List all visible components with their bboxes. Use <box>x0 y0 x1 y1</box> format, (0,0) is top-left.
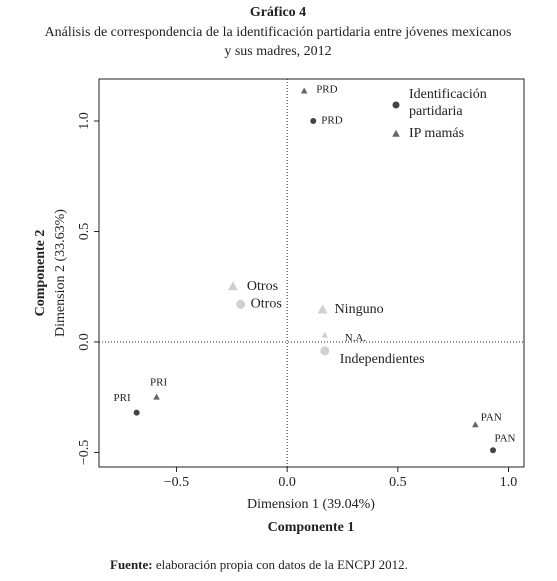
point-label: PAN <box>481 411 502 423</box>
x-tick-label: 0.5 <box>389 475 407 490</box>
point <box>321 331 329 338</box>
x-axis-title: Componente 1 <box>268 520 355 535</box>
source-label: Fuente: <box>110 557 153 572</box>
point-label: N.A. <box>345 332 367 344</box>
point <box>300 87 308 94</box>
chart-subtitle: y sus madres, 2012 <box>224 44 331 59</box>
point-label: PAN <box>495 433 516 445</box>
x-axis-label: Dimension 1 (39.04%) <box>247 497 375 512</box>
y-tick-label: 0.5 <box>77 223 92 241</box>
point <box>490 447 497 454</box>
point-label: PRI <box>114 392 131 404</box>
point <box>153 393 160 400</box>
point <box>236 299 246 309</box>
point <box>133 409 140 416</box>
point-label: PRI <box>150 377 167 389</box>
point-label: PRD <box>316 84 337 96</box>
source: Fuente: elaboración propia con datos de … <box>110 557 408 572</box>
point-label: Ninguno <box>335 302 384 317</box>
x-tick-label: −0.5 <box>164 475 189 490</box>
y-tick-label: −0.5 <box>77 440 92 465</box>
chart-title: Gráfico 4 <box>250 5 306 20</box>
point-label: PRD <box>321 115 342 127</box>
y-axis-label: Dimension 2 (33.63%) <box>53 209 68 337</box>
point <box>310 117 317 124</box>
legend-entry: IP mamás <box>409 126 464 141</box>
point <box>472 421 479 428</box>
source-text: elaboración propia con datos de la ENCPJ… <box>156 557 408 572</box>
x-tick-label: 0.0 <box>278 475 296 490</box>
plot-frame <box>98 78 525 468</box>
y-tick-label: 0.0 <box>77 333 92 351</box>
point <box>320 346 330 356</box>
chart-subtitle: Análisis de correspondencia de la identi… <box>45 25 512 40</box>
legend-marker <box>392 129 400 137</box>
point-label: Independientes <box>340 352 425 367</box>
point <box>227 281 238 291</box>
y-axis-title: Componente 2 <box>33 230 48 317</box>
x-tick-label: 1.0 <box>500 475 518 490</box>
legend-marker <box>392 101 400 109</box>
y-tick-label: 1.0 <box>77 112 92 130</box>
legend-entry: Identificación partidaria <box>409 87 487 119</box>
point-label: Otros <box>247 279 278 294</box>
point <box>317 304 328 314</box>
point-label: Otros <box>251 297 282 312</box>
